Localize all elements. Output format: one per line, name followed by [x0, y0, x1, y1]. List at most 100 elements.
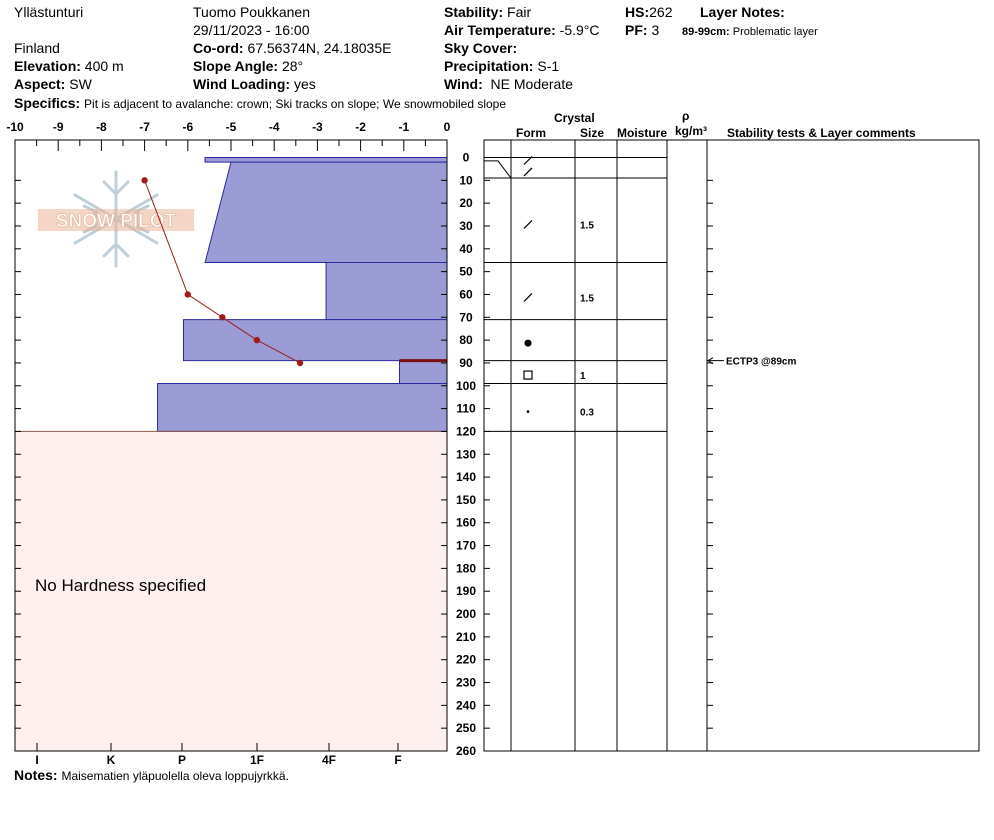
temp-tick-label: 0 — [444, 120, 451, 134]
stability-test-label-0: ECTP3 @89cm — [726, 357, 796, 368]
form-header: Form — [516, 126, 546, 140]
no-hardness-text: No Hardness specified — [35, 576, 206, 595]
temp-tick-label: -7 — [139, 120, 150, 134]
hardness-layer-3 — [182, 319, 448, 362]
temp-tick-label: -3 — [312, 120, 323, 134]
hardness-tick-label: I — [35, 753, 38, 767]
air-temperature: Air Temperature: -5.9°C — [444, 22, 600, 38]
temp-tick-label: -10 — [6, 120, 24, 134]
precipitation: Precipitation: S-1 — [444, 58, 559, 74]
crystal-precip-icon — [523, 167, 533, 177]
layer-note-text: Problematic layer — [732, 26, 818, 38]
crystal-precip-icon — [523, 219, 533, 229]
depth-label: 30 — [459, 219, 473, 233]
depth-label: 200 — [456, 607, 476, 621]
depth-label: 10 — [459, 173, 473, 187]
hardness-tick-label: 1F — [250, 753, 264, 767]
depth-label: 40 — [459, 242, 473, 256]
elevation-value: 400 m — [84, 58, 124, 74]
depth-label: 150 — [456, 493, 476, 507]
air-temp-label: Air Temperature: — [444, 22, 556, 38]
slope-value: 28° — [281, 58, 304, 74]
depth-label: 190 — [456, 584, 476, 598]
coordinates: Co-ord: 67.56374N, 24.18035E — [193, 40, 391, 56]
slope-label: Slope Angle: — [193, 58, 279, 74]
wind: Wind: NE Moderate — [444, 76, 573, 92]
stability-tests-header: Stability tests & Layer comments — [727, 126, 916, 140]
density-unit-header: kg/m³ — [675, 124, 708, 138]
sky-label: Sky Cover: — [444, 40, 518, 56]
stability-label: Stability: — [444, 4, 504, 20]
rho-header: ρ — [682, 109, 690, 123]
depth-label: 260 — [456, 744, 476, 758]
depth-label: 50 — [459, 265, 473, 279]
hardness-layer-2 — [325, 262, 448, 321]
hs-label: HS: — [625, 4, 650, 20]
wind-value: NE Moderate — [490, 76, 574, 92]
hardness-tick-label: K — [107, 753, 116, 767]
temp-tick-label: -9 — [53, 120, 64, 134]
layer-connector — [484, 160, 667, 179]
depth-label: 0 — [463, 151, 470, 165]
temp-tick-label: -6 — [182, 120, 193, 134]
temperature-point-2 — [219, 314, 226, 321]
wind-label: Wind: — [444, 76, 483, 92]
stability-tests: ECTP3 @89cm — [707, 357, 796, 368]
temp-tick-label: -4 — [269, 120, 280, 134]
depth-label: 250 — [456, 721, 476, 735]
stability-value: Fair — [507, 4, 532, 20]
depth-label: 90 — [459, 356, 473, 370]
elevation: Elevation: 400 m — [14, 58, 124, 74]
temp-tick-label: -1 — [398, 120, 409, 134]
notes-label: Notes: — [14, 767, 58, 783]
temp-tick-label: -5 — [226, 120, 237, 134]
aspect-label: Aspect: — [14, 76, 66, 92]
temp-tick-label: -8 — [96, 120, 107, 134]
temperature-point-4 — [296, 359, 304, 367]
crystal-size-3: 1.5 — [580, 293, 594, 304]
aspect: Aspect: SW — [14, 76, 92, 92]
air-temp-value: -5.9°C — [559, 22, 600, 38]
crystal-size-2: 1.5 — [580, 220, 594, 231]
crystal-column: 1.5 1.5 1 0.3 — [523, 156, 594, 419]
hardness-layer-0 — [204, 157, 448, 163]
hardness-tick-label: 4F — [322, 753, 336, 767]
depth-label: 210 — [456, 630, 476, 644]
observer: Tuomo Poukkanen — [193, 4, 310, 20]
snowpilot-logo: SNOW PILOT — [38, 170, 194, 268]
depth-label: 70 — [459, 310, 473, 324]
crystal-facet-icon — [523, 370, 533, 380]
wind-loading: Wind Loading: yes — [193, 76, 316, 92]
depth-label: 130 — [456, 447, 476, 461]
elevation-label: Elevation: — [14, 58, 81, 74]
depth-label: 160 — [456, 516, 476, 530]
hardness-layer-1 — [204, 161, 448, 264]
stability-arrow-icon — [707, 357, 714, 365]
temp-tick-label: -2 — [355, 120, 366, 134]
no-hardness-region — [15, 431, 447, 751]
hs-value: 262 — [649, 4, 673, 20]
depth-label: 20 — [459, 196, 473, 210]
moisture-header: Moisture — [617, 126, 668, 140]
depth-label: 60 — [459, 287, 473, 301]
wind-loading-value: yes — [293, 76, 316, 92]
depth-label: 230 — [456, 676, 476, 690]
precip-value: S-1 — [537, 58, 560, 74]
depth-label: 120 — [456, 424, 476, 438]
datetime: 29/11/2023 - 16:00 — [193, 22, 310, 38]
temperature-profile — [141, 177, 304, 367]
coord-value: 67.56374N, 24.18035E — [247, 40, 392, 56]
hardness-layers — [157, 157, 448, 432]
coord-label: Co-ord: — [193, 40, 244, 56]
specifics-value: Pit is adjacent to avalanche: crown; Ski… — [84, 97, 507, 111]
hardness-plot-frame: -10 -9 -8 -7 -6 -5 -4 -3 -2 -1 0010203040506070809… — [6, 120, 476, 767]
depth-label: 140 — [456, 470, 476, 484]
pf-value: 3 — [651, 22, 660, 38]
table-border — [483, 139, 980, 752]
pf: PF: 3 — [625, 22, 659, 38]
hardness-layer-5 — [157, 382, 448, 432]
layer-note-range: 89-99cm: — [682, 26, 730, 38]
notes: Notes: Maisematien yläpuolella oleva lop… — [14, 767, 289, 784]
size-header: Size — [580, 126, 605, 140]
location: Yllästunturi — [14, 4, 84, 20]
